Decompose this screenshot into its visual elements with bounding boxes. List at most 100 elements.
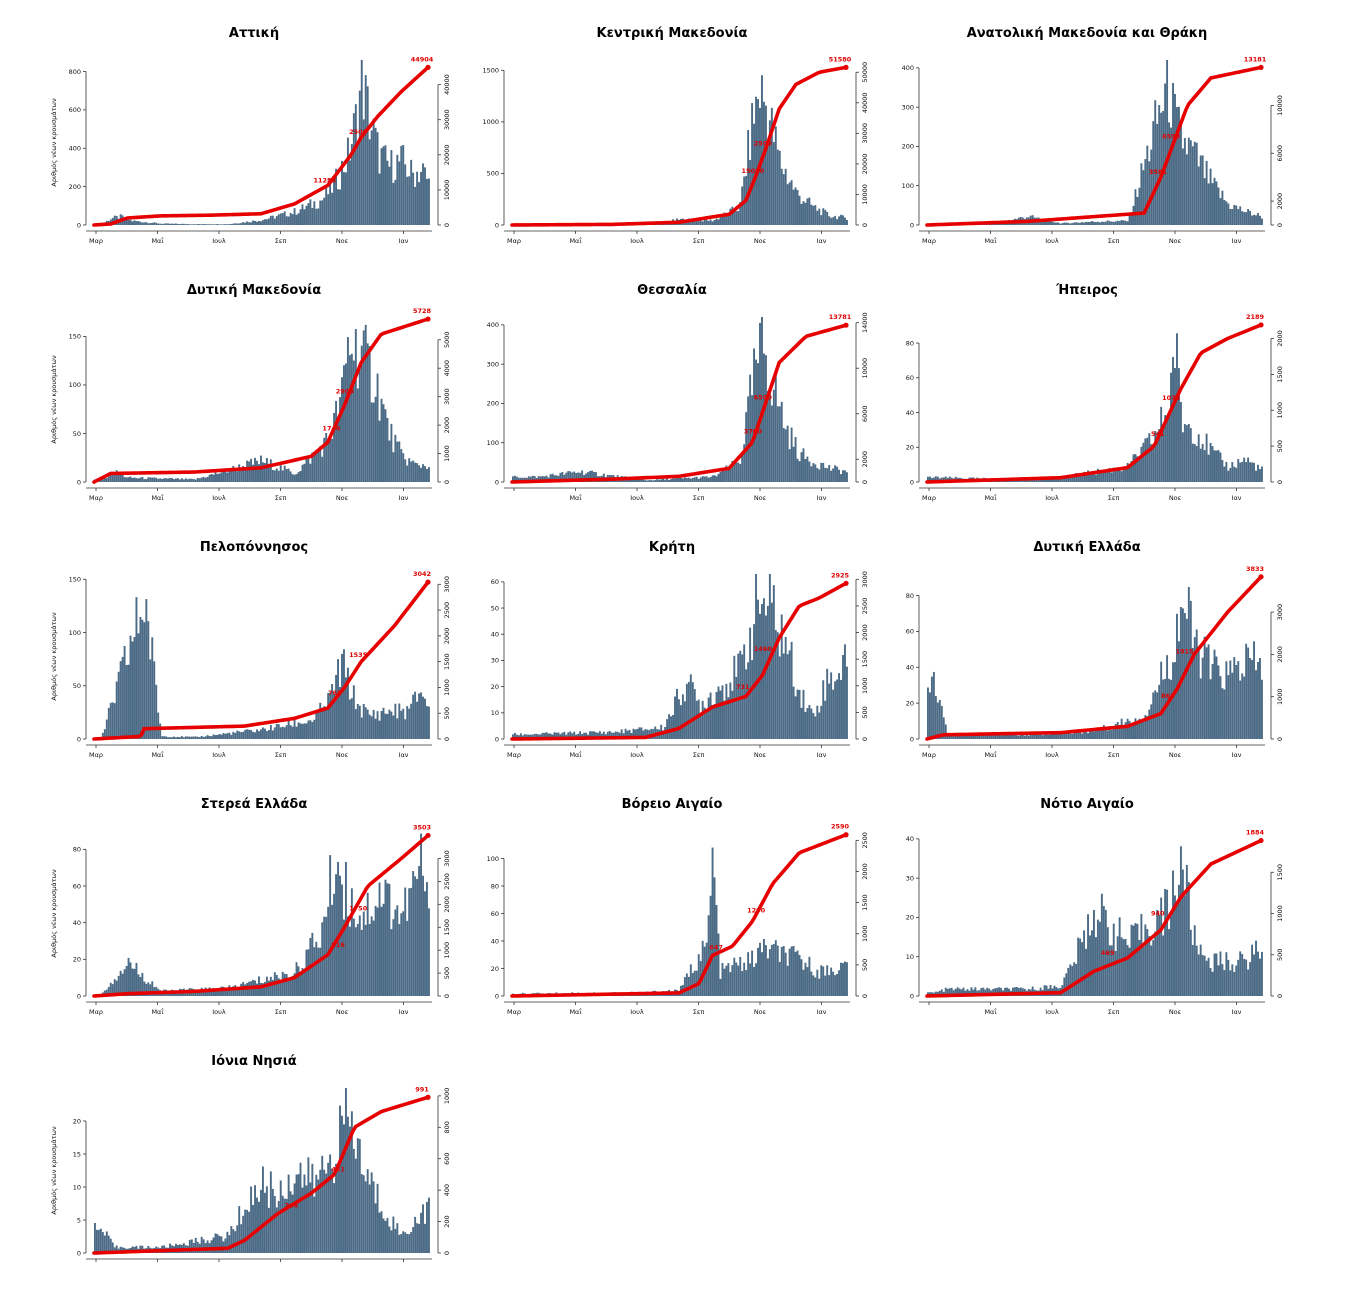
daily-bar	[1138, 940, 1141, 996]
daily-bar	[236, 1225, 239, 1253]
daily-bar	[374, 1203, 377, 1253]
cumulative-label: 3833	[1246, 565, 1264, 573]
daily-bar	[725, 683, 728, 739]
daily-bar	[761, 604, 763, 739]
daily-bar	[392, 1216, 395, 1253]
y2-tick-label: 30000	[861, 123, 869, 144]
daily-bar	[1091, 930, 1093, 996]
daily-bar	[372, 920, 375, 996]
daily-bar	[994, 733, 997, 739]
daily-bar	[1261, 679, 1263, 739]
daily-bar	[404, 887, 407, 996]
daily-bar	[1257, 951, 1259, 996]
daily-bar	[678, 477, 680, 482]
daily-bar	[808, 704, 811, 739]
daily-bar	[370, 1172, 373, 1253]
daily-bar	[681, 694, 684, 739]
daily-bar	[244, 984, 247, 996]
daily-bar	[778, 656, 781, 739]
daily-bar	[95, 1229, 98, 1253]
y-tick-label: 800	[69, 68, 81, 76]
daily-bar	[525, 734, 528, 739]
daily-bar	[1209, 442, 1212, 482]
daily-bar	[1128, 947, 1131, 996]
daily-bar	[952, 990, 955, 996]
daily-bar	[761, 75, 763, 225]
daily-bar	[729, 208, 732, 225]
daily-bar	[1261, 951, 1263, 996]
daily-bar	[254, 1185, 256, 1253]
daily-bar	[258, 464, 260, 482]
daily-bar	[1177, 641, 1180, 739]
daily-bar	[115, 980, 118, 996]
daily-bar	[782, 428, 785, 482]
daily-bar	[315, 941, 318, 996]
daily-bar	[352, 1148, 355, 1253]
daily-bar	[666, 478, 669, 482]
daily-bar	[1195, 142, 1198, 225]
daily-bar	[834, 681, 837, 739]
daily-bar	[402, 1231, 405, 1253]
daily-bar	[394, 434, 397, 482]
daily-bar	[408, 888, 411, 996]
daily-bar	[577, 472, 580, 482]
daily-bar	[254, 732, 256, 739]
daily-bar	[194, 479, 197, 482]
daily-bar	[751, 103, 754, 225]
daily-bar	[1193, 637, 1196, 739]
daily-bar	[1073, 732, 1076, 739]
daily-bar	[766, 142, 769, 225]
daily-bar	[956, 987, 959, 996]
y-tick-label: 300	[487, 360, 499, 368]
daily-bar	[119, 474, 122, 482]
daily-bar	[283, 1198, 286, 1253]
y2-tick-label: 3000	[443, 576, 451, 593]
daily-bar	[418, 465, 421, 482]
daily-bar	[1136, 456, 1139, 482]
daily-bar	[1233, 204, 1236, 225]
daily-bar	[277, 978, 280, 996]
x-tick-label: Σεπ	[1108, 237, 1120, 245]
y-tick-label: 0	[495, 735, 499, 743]
daily-bar	[772, 389, 775, 482]
daily-bar	[184, 736, 187, 739]
chart-title: Στερεά Ελλάδα	[200, 797, 308, 812]
daily-bar	[1053, 732, 1056, 739]
daily-bar	[1033, 733, 1036, 739]
cumulative-label: 1460	[754, 645, 773, 653]
daily-bar	[184, 478, 187, 482]
daily-bar	[1193, 444, 1196, 482]
daily-bar	[133, 968, 136, 996]
y2-tick-label: 600	[443, 1153, 451, 1165]
daily-bar	[1156, 432, 1159, 482]
daily-bar	[200, 1236, 203, 1253]
daily-bar	[1213, 450, 1216, 482]
daily-bar	[265, 219, 268, 225]
daily-bar	[608, 731, 611, 739]
daily-bar	[927, 687, 929, 739]
daily-bar	[400, 913, 403, 996]
daily-bar	[293, 474, 296, 482]
daily-bar	[1055, 477, 1058, 482]
daily-bar	[1150, 704, 1153, 739]
daily-bar	[157, 478, 160, 482]
daily-bar	[818, 978, 821, 996]
daily-bar	[632, 479, 635, 482]
daily-bar	[1239, 680, 1242, 739]
daily-bar	[366, 709, 369, 739]
y2-tick-label: 6000	[861, 405, 869, 422]
daily-bar	[968, 735, 971, 739]
daily-bar	[426, 706, 428, 739]
daily-bar	[683, 701, 686, 739]
daily-bar	[711, 475, 714, 482]
daily-bar	[553, 475, 556, 482]
daily-bar	[670, 716, 673, 739]
daily-bar	[226, 1231, 229, 1253]
daily-bar	[636, 728, 639, 739]
daily-bar	[723, 700, 726, 739]
daily-bar	[842, 470, 844, 482]
daily-bar	[400, 145, 403, 225]
daily-bar	[410, 887, 413, 996]
daily-bar	[761, 952, 763, 996]
daily-bar	[212, 988, 215, 996]
